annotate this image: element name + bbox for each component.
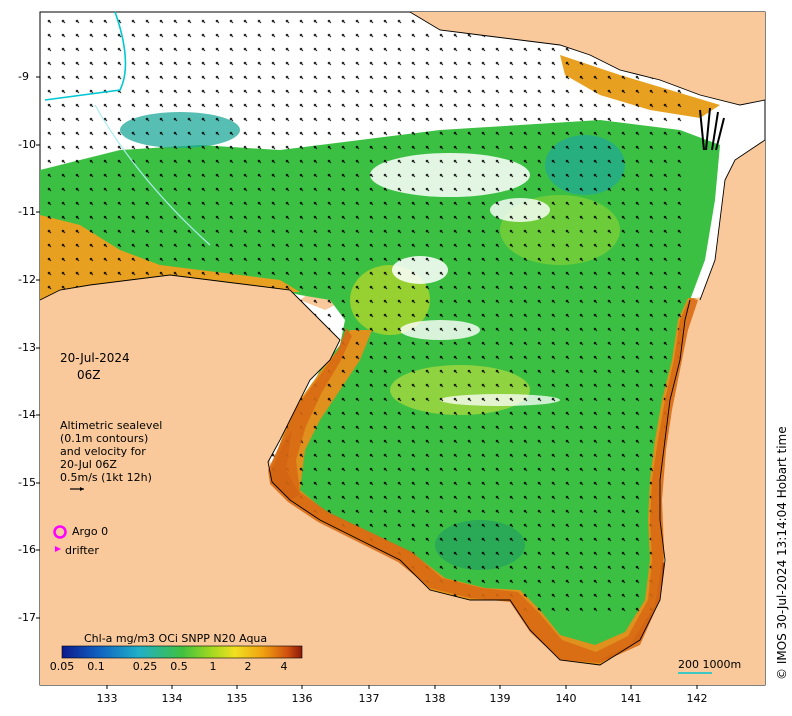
lat-tick: - — [18, 70, 22, 83]
legend-line: Altimetric sealevel — [60, 419, 163, 432]
drifter-label: drifter — [65, 544, 99, 557]
velocity-arrows — [699, 107, 725, 151]
lat-tick-label: 11 — [21, 205, 36, 218]
lon-tick-label: 136 — [291, 692, 313, 705]
argo-marker — [53, 525, 67, 539]
lon-tick-label: 133 — [96, 692, 118, 705]
lon-tick-label: 137 — [358, 692, 380, 705]
legend-line: 20-Jul 06Z — [60, 458, 117, 471]
lon-tick-label: 134 — [161, 692, 183, 705]
lat-tick-label: 10 — [21, 138, 36, 151]
time-label: 06Z — [77, 368, 101, 382]
lat-tick-label: 9 — [21, 70, 29, 83]
sealevel-contour — [94, 104, 211, 246]
lon-tick-label: 142 — [686, 692, 708, 705]
scale-label: 200 1000m — [678, 658, 742, 671]
lat-tick-label: 17 — [21, 611, 36, 624]
colorbar — [61, 645, 303, 659]
colorbar-tick: 0.1 — [87, 660, 105, 673]
colorbar-tick: 0.25 — [132, 660, 158, 673]
legend-line: (0.1m contours) — [60, 432, 149, 445]
legend-line: and velocity for — [60, 445, 146, 458]
colorbar-tick: 4 — [280, 660, 288, 673]
sealevel-contour — [44, 11, 127, 101]
lat-tick-label: 14 — [21, 408, 36, 421]
lat-tick-label: 16 — [21, 543, 36, 556]
colorbar-tick: 0.05 — [49, 660, 75, 673]
argo-label: Argo 0 — [72, 525, 109, 538]
legend-line: 0.5m/s (1kt 12h) — [60, 471, 152, 484]
lon-tick-label: 141 — [620, 692, 642, 705]
colorbar-tick: 2 — [244, 660, 252, 673]
lat-tick-label: 15 — [21, 476, 36, 489]
date-label: 20-Jul-2024 — [60, 351, 130, 365]
lat-tick-label: 13 — [21, 341, 36, 354]
lat-tick-label: 12 — [21, 273, 36, 286]
lon-tick-label: 135 — [226, 692, 248, 705]
lon-tick-label: 140 — [555, 692, 577, 705]
colorbar-title: Chl-a mg/m3 OCi SNPP N20 Aqua — [84, 632, 268, 645]
colorbar-tick: 0.5 — [170, 660, 188, 673]
colorbar-tick: 1 — [209, 660, 217, 673]
coastline — [39, 11, 766, 666]
lon-tick-label: 139 — [489, 692, 511, 705]
lon-tick-label: 138 — [424, 692, 446, 705]
credit-label: © IMOS 30-Jul-2024 13:14:04 Hobart time — [775, 426, 789, 680]
drifter-marker — [55, 546, 61, 552]
